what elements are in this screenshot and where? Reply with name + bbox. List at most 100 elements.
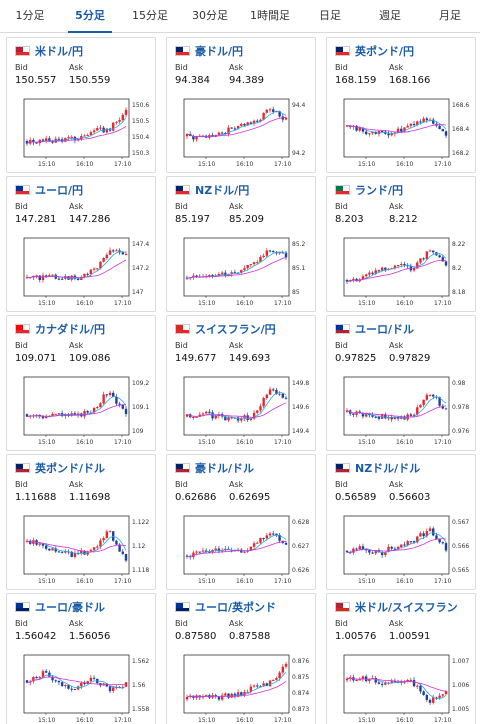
candle-body xyxy=(41,139,45,141)
pair-name[interactable]: ユーロ/豪ドル xyxy=(35,601,106,614)
ask-value: 0.62695 xyxy=(229,492,271,503)
candle-body xyxy=(384,267,387,270)
candle-body xyxy=(249,686,253,692)
tab-8[interactable]: 月足 xyxy=(439,9,461,22)
candle-body xyxy=(387,133,390,136)
currency-card[interactable]: 英ポンド/円 Bid Ask 168.159 168.166 168.6 168.… xyxy=(326,37,476,173)
pair-name[interactable]: ユーロ/円 xyxy=(35,184,84,197)
candle-body xyxy=(51,548,54,551)
candle-body xyxy=(390,546,393,549)
price-chart[interactable]: 149.8 149.6 149.4 15:10 16:10 17:10 xyxy=(172,374,312,448)
tab-4[interactable]: 30分足 xyxy=(192,9,228,22)
candle-body xyxy=(192,552,195,558)
price-chart[interactable]: 109.2 109.1 109 15:10 16:10 17:10 xyxy=(12,374,152,448)
candle-body xyxy=(38,543,41,545)
pair-name[interactable]: カナダドル/円 xyxy=(35,323,106,336)
candle-body xyxy=(224,133,227,135)
pair-name[interactable]: NZドル/円 xyxy=(195,184,250,197)
bid-label: Bid xyxy=(15,341,28,350)
candle-body xyxy=(204,411,208,414)
candle-body xyxy=(441,542,445,544)
price-chart[interactable]: 85.2 85.1 85 15:10 16:10 17:10 xyxy=(172,235,312,309)
y-tick-label: 85.2 xyxy=(292,241,306,248)
currency-card[interactable]: 米ドル/円 Bid Ask 150.557 150.559 150.6 150.5… xyxy=(6,37,156,173)
currency-card[interactable]: 豪ドル/ドル Bid Ask 0.62686 0.62695 0.628 0.62… xyxy=(166,454,316,590)
candle-body xyxy=(89,132,93,136)
bid-value: 0.97825 xyxy=(335,353,377,364)
y-tick-label: 94.4 xyxy=(292,102,306,109)
price-chart[interactable]: 150.6 150.5 150.4 150.3 15:10 16:10 17:10 xyxy=(12,96,152,170)
ch-jp-flag-icon xyxy=(175,324,190,334)
price-chart[interactable]: 0.98 0.978 0.976 15:10 16:10 17:10 xyxy=(332,374,472,448)
currency-card[interactable]: ユーロ/豪ドル Bid Ask 1.56042 1.56056 1.562 1.5… xyxy=(6,593,156,724)
chart-frame xyxy=(343,654,450,714)
candle-body xyxy=(428,394,432,396)
pair-name[interactable]: ユーロ/英ポンド xyxy=(195,601,277,614)
candle-body xyxy=(412,268,416,271)
tab-2[interactable]: 5分足 xyxy=(68,0,112,33)
y-tick-label: 0.873 xyxy=(292,706,309,713)
currency-card[interactable]: ユーロ/ドル Bid Ask 0.97825 0.97829 0.98 0.978… xyxy=(326,315,476,451)
tab-3[interactable]: 15分足 xyxy=(132,9,168,22)
candle-body xyxy=(25,414,29,417)
pair-name[interactable]: 英ポンド/円 xyxy=(355,45,415,58)
price-chart[interactable]: 94.4 94.2 15:10 16:10 17:10 xyxy=(172,96,312,170)
pair-name[interactable]: スイスフラン/円 xyxy=(195,323,276,336)
currency-card[interactable]: カナダドル/円 Bid Ask 109.071 109.086 109.2 109… xyxy=(6,315,156,451)
tab-6[interactable]: 日足 xyxy=(319,9,341,22)
pair-name[interactable]: 豪ドル/円 xyxy=(195,45,244,58)
candle-body xyxy=(195,416,198,418)
candle-body xyxy=(380,267,384,271)
pair-name[interactable]: 米ドル/円 xyxy=(35,45,84,58)
pair-name[interactable]: ユーロ/ドル xyxy=(355,323,415,336)
currency-card[interactable]: ユーロ/円 Bid Ask 147.281 147.286 147.4 147.2… xyxy=(6,176,156,312)
currency-card[interactable]: ランド/円 Bid Ask 8.203 8.212 8.22 8.2 8.18 15:… xyxy=(326,176,476,312)
candle-body xyxy=(355,411,358,415)
candle-body xyxy=(64,684,67,687)
currency-card[interactable]: 英ポンド/ドル Bid Ask 1.11688 1.11698 1.122 1.1… xyxy=(6,454,156,590)
currency-card[interactable]: 米ドル/スイスフラン Bid Ask 1.00576 1.00591 1.007… xyxy=(326,593,476,724)
currency-card[interactable]: 豪ドル/円 Bid Ask 94.384 94.389 94.4 94.2 15:1… xyxy=(166,37,316,173)
price-chart[interactable]: 168.6 168.4 168.2 15:10 16:10 17:10 xyxy=(332,96,472,170)
pair-name[interactable]: NZドル/ドル xyxy=(355,462,421,475)
currency-card[interactable]: スイスフラン/円 Bid Ask 149.677 149.693 149.8 14… xyxy=(166,315,316,451)
candle-body xyxy=(272,250,275,253)
pair-name[interactable]: ランド/円 xyxy=(355,184,404,197)
candle-body xyxy=(281,252,285,254)
candle-body xyxy=(384,683,387,685)
candle-body xyxy=(432,528,435,536)
tab-5[interactable]: 1時間足 xyxy=(250,9,290,22)
price-chart[interactable]: 0.567 0.566 0.565 15:10 16:10 17:10 xyxy=(332,513,472,587)
pair-name[interactable]: 豪ドル/ドル xyxy=(195,462,255,475)
currency-card[interactable]: ユーロ/英ポンド Bid Ask 0.87580 0.87588 0.876 0.… xyxy=(166,593,316,724)
tab-1[interactable]: 1分足 xyxy=(15,9,45,22)
pair-name[interactable]: 米ドル/スイスフラン xyxy=(355,601,458,614)
y-tick-label: 168.6 xyxy=(452,102,469,109)
candle-body xyxy=(121,686,125,688)
candle-body xyxy=(102,258,105,262)
currency-card[interactable]: NZドル/ドル Bid Ask 0.56589 0.56603 0.567 0.5… xyxy=(326,454,476,590)
candle-body xyxy=(233,272,237,274)
y-tick-label: 149.6 xyxy=(292,404,309,411)
moving-average-line xyxy=(26,676,127,686)
candle-body xyxy=(256,120,259,122)
tab-7[interactable]: 週足 xyxy=(379,9,401,22)
price-chart[interactable]: 1.562 1.56 1.558 15:10 16:10 17:10 xyxy=(12,652,152,724)
price-chart[interactable]: 1.007 1.006 1.005 15:10 16:10 17:10 xyxy=(332,652,472,724)
card-header: ユーロ/豪ドル xyxy=(15,600,105,614)
candle-body xyxy=(390,681,393,683)
candle-body xyxy=(96,128,99,131)
price-chart[interactable]: 0.628 0.627 0.626 15:10 16:10 17:10 xyxy=(172,513,312,587)
pair-name[interactable]: 英ポンド/ドル xyxy=(35,462,106,475)
price-chart[interactable]: 8.22 8.2 8.18 15:10 16:10 17:10 xyxy=(332,235,472,309)
moving-average-line xyxy=(26,535,127,555)
candle-body xyxy=(224,272,227,276)
price-chart[interactable]: 0.876 0.875 0.874 0.873 15:10 16:10 17:10 xyxy=(172,652,312,724)
price-chart[interactable]: 1.122 1.12 1.118 15:10 16:10 17:10 xyxy=(12,513,152,587)
candle-body xyxy=(214,415,217,419)
candle-body xyxy=(358,127,361,131)
price-chart[interactable]: 147.4 147.2 147 15:10 16:10 17:10 xyxy=(12,235,152,309)
candle-body xyxy=(387,416,390,419)
currency-card[interactable]: NZドル/円 Bid Ask 85.197 85.209 85.2 85.1 85 1… xyxy=(166,176,316,312)
candle-body xyxy=(441,405,445,409)
